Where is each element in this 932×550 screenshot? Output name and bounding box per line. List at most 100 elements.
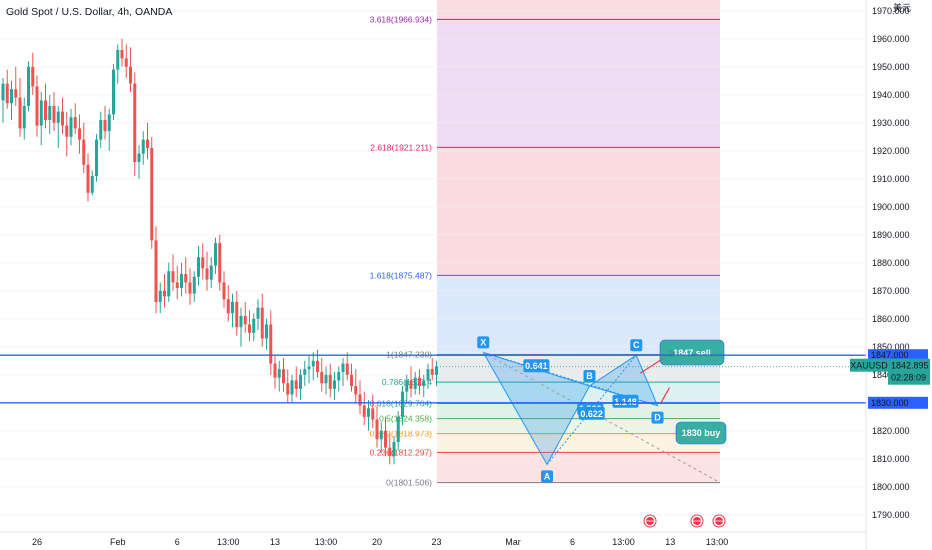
candle-body <box>375 419 379 440</box>
currency-label: 美元 <box>893 2 911 13</box>
candle-body <box>252 318 256 333</box>
x-tick-label: 6 <box>570 537 575 547</box>
candle-body <box>150 148 154 241</box>
y-tick-label: 1960.000 <box>872 34 910 44</box>
candle-body <box>396 416 400 442</box>
candle-body <box>82 139 86 165</box>
candle-body <box>175 282 179 288</box>
candle-body <box>401 391 404 417</box>
candle-body <box>320 372 324 384</box>
candle-body <box>290 380 294 395</box>
candle-body <box>192 276 196 294</box>
fib-level-label: 3.618(1966.934) <box>370 14 433 24</box>
fib-level-label: 0.236(1812.297) <box>370 447 433 457</box>
candle-body <box>44 100 47 120</box>
candle-body <box>286 383 290 395</box>
candle-body <box>371 408 375 420</box>
candle-body <box>146 139 149 148</box>
candle-body <box>218 243 222 283</box>
candle-body <box>129 66 132 84</box>
event-flag-icon[interactable] <box>643 514 657 528</box>
fib-level-label: 2.618(1921.211) <box>370 142 432 152</box>
price-tag <box>868 349 928 362</box>
candle-body <box>205 268 209 280</box>
event-flag-icon[interactable] <box>690 514 704 528</box>
fib-band <box>437 452 720 483</box>
y-tick-label: 1920.000 <box>872 146 910 156</box>
grid <box>0 10 866 516</box>
y-tick-label: 1950.000 <box>872 62 910 72</box>
horizontal-lines[interactable] <box>0 354 866 404</box>
candle-body <box>256 307 260 319</box>
candle-body <box>141 139 145 154</box>
candle-body <box>388 447 392 456</box>
y-tick-label: 1860.000 <box>872 314 910 324</box>
x-tick-label: 13:00 <box>706 537 729 547</box>
candle-body <box>222 282 226 300</box>
x-tick-label: 6 <box>175 537 180 547</box>
y-tick-label: 1970.000 <box>872 6 910 16</box>
y-tick-label: 1870.000 <box>872 286 910 296</box>
candle-body <box>350 374 353 386</box>
y-tick-label: 1930.000 <box>872 118 910 128</box>
candle-body <box>260 307 264 339</box>
candle-body <box>307 366 311 370</box>
chart-title: Gold Spot / U.S. Dollar, 4h, OANDA <box>6 6 172 18</box>
candle-body <box>90 176 94 193</box>
candle-body <box>328 374 332 389</box>
candle-body <box>56 111 60 123</box>
candle-body <box>188 282 192 294</box>
event-flag-icon[interactable] <box>712 514 726 528</box>
candle-body <box>358 394 362 406</box>
x-tick-label: 13:00 <box>612 537 635 547</box>
candle-body <box>65 125 69 137</box>
y-tick-label: 1800.000 <box>872 482 910 492</box>
candle-body <box>73 117 77 129</box>
candle-body <box>239 316 243 328</box>
sell-callout[interactable] <box>659 339 725 366</box>
current-price-label: 1842.895 <box>891 361 929 371</box>
candle-body <box>1 83 5 101</box>
x-tick-label: 13 <box>270 537 280 547</box>
y-tick-label: 1890.000 <box>872 230 910 240</box>
fib-level-label: 0.382(1818.973) <box>370 429 433 439</box>
candle-body <box>31 66 35 87</box>
candle-body <box>180 274 183 288</box>
candle-body <box>265 324 268 339</box>
price-tag-label: 1847.000 <box>871 350 909 360</box>
candle-body <box>61 111 64 126</box>
countdown-label: 02:28:09 <box>891 373 926 383</box>
x-tick-label: 13:00 <box>315 537 338 547</box>
current-price-tag <box>888 358 930 385</box>
buy-callout-text[interactable]: 1830 buy <box>682 428 721 438</box>
candle-body <box>324 374 328 384</box>
candles <box>1 38 438 465</box>
candle-body <box>430 369 434 375</box>
pattern-ratio-label: 0.641 <box>525 361 548 371</box>
sell-callout-text[interactable]: 1847 sell <box>673 348 711 358</box>
x-tick-label: 23 <box>431 537 441 547</box>
x-tick-label: 13 <box>665 537 675 547</box>
candle-body <box>273 363 277 378</box>
x-tick-label: 26 <box>32 537 42 547</box>
x-tick-label: 13:00 <box>217 537 240 547</box>
y-tick-label: 1810.000 <box>872 454 910 464</box>
candle-body <box>341 363 345 372</box>
symbol-tag <box>850 358 888 372</box>
candle-body <box>379 430 383 440</box>
candle-body <box>354 386 358 395</box>
candle-body <box>214 243 217 266</box>
buy-callout[interactable] <box>675 421 727 445</box>
y-tick-label: 1820.000 <box>872 426 910 436</box>
candle-body <box>248 324 251 333</box>
candle-body <box>171 271 175 283</box>
fib-level-label: 0.618(1829.764) <box>370 398 433 408</box>
candle-body <box>426 369 430 381</box>
fib-level-label: 0(1801.506) <box>386 478 432 488</box>
candle-body <box>345 363 349 375</box>
candle-body <box>333 380 336 389</box>
candle-body <box>235 302 239 328</box>
candle-body <box>311 360 315 367</box>
